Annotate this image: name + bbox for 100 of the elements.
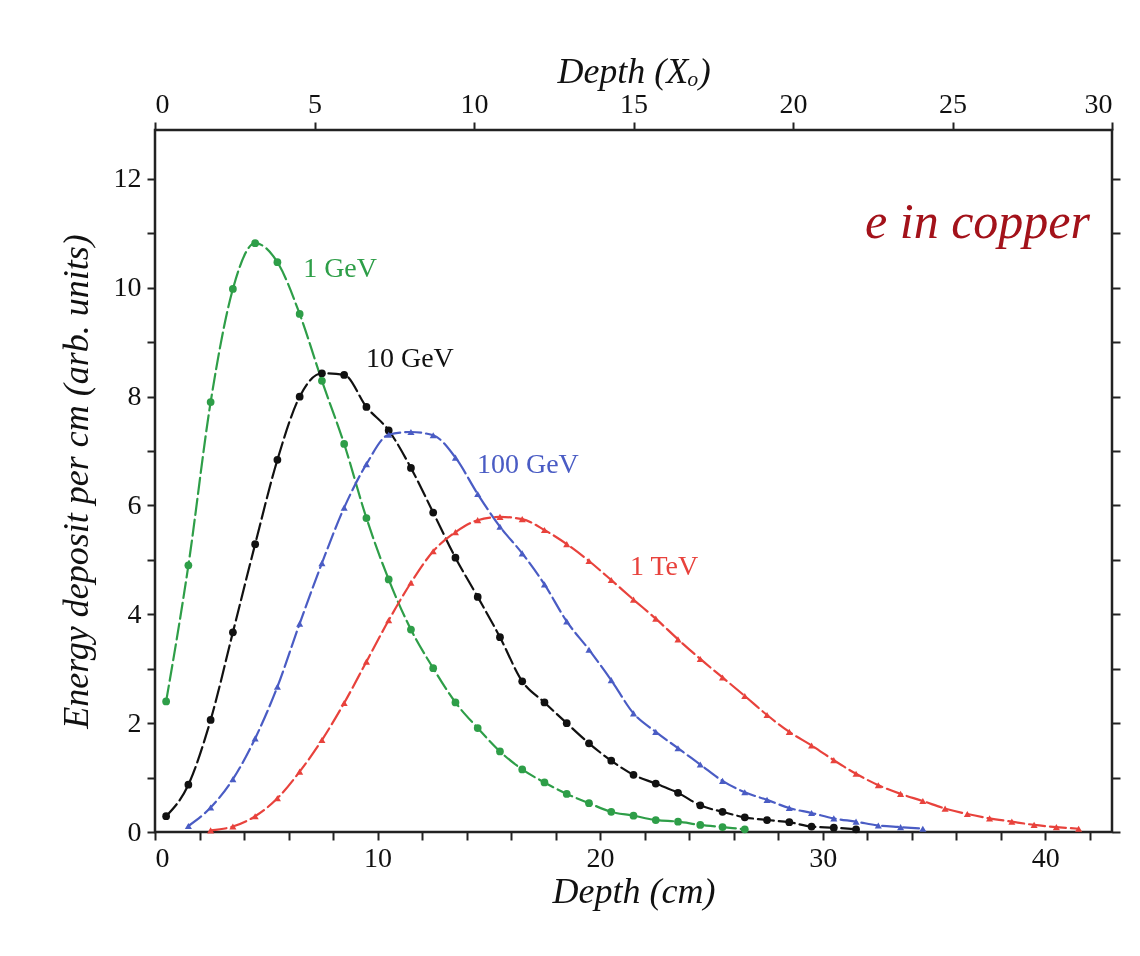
point — [496, 747, 504, 756]
point — [473, 724, 482, 732]
point — [451, 553, 460, 562]
point — [741, 692, 749, 700]
point — [963, 810, 971, 818]
point — [562, 719, 571, 728]
x-tick-label: 0 — [155, 841, 170, 873]
point — [651, 816, 660, 824]
point — [273, 258, 282, 267]
y-tick-label: 6 — [127, 488, 142, 520]
point — [897, 824, 905, 831]
point — [607, 677, 615, 684]
point — [718, 823, 727, 831]
point — [852, 818, 860, 825]
point — [696, 821, 705, 829]
point — [1075, 825, 1083, 832]
point — [540, 698, 549, 707]
point — [585, 799, 593, 808]
point — [273, 795, 281, 802]
point — [407, 579, 415, 586]
point — [563, 541, 571, 548]
point — [407, 464, 415, 472]
point — [407, 428, 415, 436]
point — [652, 615, 660, 622]
y-tick-label: 0 — [127, 815, 142, 847]
point — [429, 508, 438, 517]
point — [362, 403, 371, 411]
point — [451, 454, 459, 461]
point — [941, 805, 949, 812]
point — [496, 633, 504, 642]
x2-tick-label: 30 — [1084, 87, 1113, 119]
point — [807, 822, 816, 831]
series-label: 100 GeV — [476, 448, 579, 480]
point — [206, 398, 215, 406]
series-label: 10 GeV — [365, 342, 454, 374]
point — [740, 813, 749, 822]
x-tick-label: 40 — [1031, 841, 1060, 873]
point — [429, 664, 438, 673]
point — [607, 576, 615, 584]
point — [874, 822, 882, 829]
point — [741, 789, 749, 796]
point — [496, 513, 504, 520]
y-tick-label: 10 — [113, 271, 142, 303]
point — [874, 782, 882, 789]
point — [162, 812, 170, 821]
point — [273, 683, 281, 690]
x2-tick-label: 20 — [779, 87, 808, 119]
point — [718, 777, 727, 784]
point — [273, 455, 282, 464]
point — [808, 809, 816, 817]
point — [740, 825, 749, 834]
x-tick-label: 10 — [364, 841, 393, 873]
point — [384, 426, 393, 435]
point — [629, 811, 638, 820]
x-tick-label: 20 — [586, 841, 615, 873]
point — [696, 655, 704, 663]
point — [562, 790, 571, 798]
point — [540, 778, 549, 787]
point — [518, 677, 527, 686]
point — [162, 697, 170, 706]
point — [607, 756, 616, 765]
series-label: 1 TeV — [629, 549, 699, 581]
point — [785, 804, 793, 812]
point — [1052, 824, 1060, 831]
point — [251, 239, 260, 248]
point — [763, 816, 771, 824]
point — [718, 808, 727, 816]
point — [385, 431, 393, 438]
point — [318, 369, 326, 378]
point — [585, 557, 593, 565]
x2-tick-label: 0 — [155, 87, 170, 119]
point — [852, 770, 860, 777]
point — [184, 561, 193, 570]
point — [629, 771, 638, 779]
point — [919, 797, 927, 805]
point — [207, 804, 215, 811]
point — [1030, 821, 1038, 828]
point — [518, 516, 526, 523]
y-tick-label: 4 — [127, 597, 142, 629]
point — [318, 377, 326, 385]
point — [897, 790, 905, 797]
point — [830, 757, 838, 764]
y-axis-title: Energy deposit per cm (arb. units) — [55, 234, 96, 730]
point — [340, 440, 349, 448]
point — [362, 658, 370, 665]
y-tick-label: 8 — [127, 380, 142, 412]
point — [852, 825, 860, 834]
point — [696, 761, 704, 768]
point — [340, 504, 348, 511]
point — [295, 310, 304, 318]
point — [585, 646, 593, 653]
point — [585, 739, 593, 748]
point — [340, 699, 348, 707]
point — [384, 575, 393, 584]
x2-tick-label: 10 — [460, 87, 489, 119]
point — [451, 529, 459, 536]
point — [518, 765, 527, 774]
y-tick-label: 2 — [127, 706, 142, 738]
point — [184, 780, 193, 789]
x-axis-title: Depth (cm) — [551, 870, 716, 911]
